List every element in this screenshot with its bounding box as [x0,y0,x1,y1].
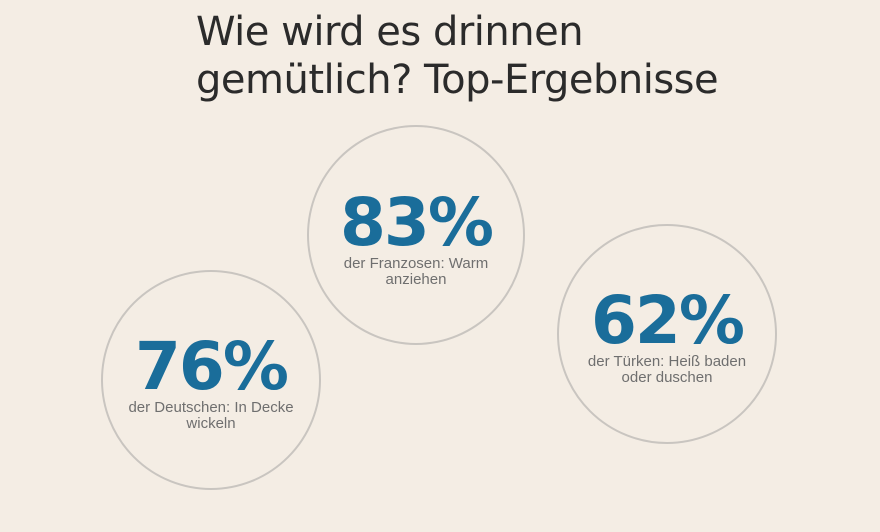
stat-value-franzosen: 83% [340,184,494,261]
title-line-2: gemütlich? Top-Ergebnisse [196,57,719,103]
stat-bubble-tuerken: 62% der Türken: Heiß baden oder duschen [557,224,777,444]
stat-label-deutschen: der Deutschen: In Decke wickeln [128,399,294,432]
stat-label-tuerken: der Türken: Heiß baden oder duschen [587,353,747,386]
stat-label-franzosen: der Franzosen: Warm anziehen [343,255,489,288]
title-line-1: Wie wird es drinnen [196,9,584,55]
stat-value-deutschen: 76% [135,328,289,405]
stat-bubble-deutschen: 76% der Deutschen: In Decke wickeln [101,270,321,490]
page-title: Wie wird es drinnen gemütlich? Top-Ergeb… [196,8,856,104]
stat-bubble-franzosen: 83% der Franzosen: Warm anziehen [307,125,525,345]
stat-value-tuerken: 62% [591,282,745,359]
